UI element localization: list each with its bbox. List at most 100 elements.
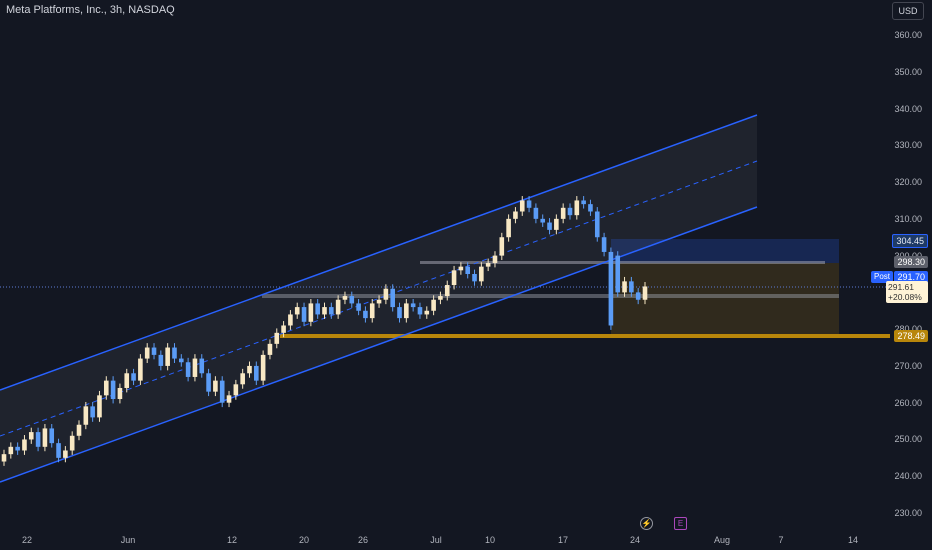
candle-body bbox=[301, 307, 307, 322]
time-tick-label: 24 bbox=[629, 535, 641, 545]
candle-body bbox=[629, 281, 634, 293]
symbol-title[interactable]: Meta Platforms, Inc., 3h, NASDAQ bbox=[6, 4, 175, 16]
candle-body bbox=[178, 358, 184, 363]
candle-body bbox=[199, 358, 205, 374]
candle-body bbox=[417, 307, 423, 315]
price-tick-label: 240.00 bbox=[894, 471, 922, 482]
candle-body bbox=[438, 296, 443, 300]
candle-body bbox=[172, 347, 177, 359]
last-price-value: 291.61 bbox=[888, 282, 914, 292]
candle-body bbox=[540, 218, 546, 223]
level-price-label: 298.30 bbox=[894, 256, 928, 268]
candle-body bbox=[35, 432, 41, 447]
candle-body bbox=[431, 299, 436, 311]
channel-lower-line bbox=[0, 206, 758, 483]
candle-body bbox=[622, 281, 627, 293]
candle-body bbox=[83, 406, 89, 425]
candle-body bbox=[424, 310, 430, 315]
candle-body bbox=[404, 303, 409, 319]
candle-body bbox=[642, 286, 648, 300]
prior-level-line bbox=[262, 294, 839, 298]
time-tick-label: 14 bbox=[847, 535, 859, 545]
upper-projection-box bbox=[611, 239, 839, 263]
price-tick-label: 260.00 bbox=[894, 397, 922, 408]
time-tick-label: 20 bbox=[298, 535, 310, 545]
time-tick-label: 12 bbox=[226, 535, 238, 545]
candle-body bbox=[444, 285, 450, 297]
candle-body bbox=[472, 274, 477, 282]
candle-body bbox=[410, 303, 416, 308]
post-market-price-label: 291.70 bbox=[894, 271, 928, 283]
price-chart[interactable] bbox=[0, 0, 890, 530]
candle-body bbox=[110, 380, 116, 400]
time-tick-label: 17 bbox=[557, 535, 569, 545]
price-tick-label: 340.00 bbox=[894, 103, 922, 114]
price-tick-label: 230.00 bbox=[894, 508, 922, 518]
candle-body bbox=[158, 354, 164, 366]
candle-body bbox=[260, 354, 266, 381]
candle-body bbox=[608, 251, 614, 326]
candle-body bbox=[390, 288, 395, 308]
currency-button[interactable]: USD bbox=[892, 2, 924, 20]
candle-body bbox=[90, 406, 95, 418]
candle-body bbox=[15, 446, 20, 451]
candle-body bbox=[451, 270, 457, 286]
candle-body bbox=[144, 347, 150, 359]
candle-body bbox=[42, 428, 48, 447]
candle-body bbox=[138, 358, 143, 381]
candle-body bbox=[554, 218, 559, 230]
candle-body bbox=[635, 292, 641, 300]
candle-body bbox=[213, 380, 218, 392]
candle-body bbox=[363, 310, 368, 319]
candle-body bbox=[560, 207, 566, 219]
candle-body bbox=[240, 373, 245, 385]
post-market-tag: Post bbox=[871, 271, 894, 283]
time-tick-label: 10 bbox=[484, 535, 496, 545]
price-tick-label: 360.00 bbox=[894, 30, 922, 40]
candle-body bbox=[63, 450, 68, 458]
support-price-label: 278.49 bbox=[894, 330, 928, 342]
time-axis[interactable]: 22 Jun 12 20 26 Jul 10 17 24 Aug 7 14 bbox=[0, 530, 890, 550]
price-tick-label: 250.00 bbox=[894, 434, 922, 445]
price-tick-label: 280.00 bbox=[894, 324, 922, 334]
candle-body bbox=[465, 266, 471, 274]
earnings-icon[interactable]: E bbox=[674, 517, 687, 530]
price-tick-label: 350.00 bbox=[894, 66, 922, 77]
candle-body bbox=[615, 255, 621, 293]
candle-body bbox=[547, 222, 552, 230]
candle-body bbox=[376, 299, 382, 304]
candle-body bbox=[499, 237, 505, 256]
price-tick-label: 270.00 bbox=[894, 360, 922, 371]
candle-body bbox=[315, 303, 320, 315]
candle-body bbox=[274, 332, 280, 344]
channel-fill bbox=[0, 115, 757, 482]
channel-upper-line bbox=[0, 114, 758, 391]
candle-body bbox=[574, 200, 580, 216]
candle-body bbox=[533, 207, 539, 219]
price-tick-label: 300.00 bbox=[894, 251, 922, 261]
candle-body bbox=[485, 262, 491, 267]
candle-body bbox=[206, 373, 211, 392]
candle-body bbox=[1, 454, 7, 462]
candle-body bbox=[288, 314, 293, 326]
candle-body bbox=[49, 428, 55, 444]
upper-box-price-label: 304.45 bbox=[892, 234, 928, 248]
candle-body bbox=[254, 365, 259, 381]
time-tick-label: 22 bbox=[21, 535, 33, 545]
candle-body bbox=[219, 380, 225, 403]
candle-body bbox=[69, 435, 75, 451]
candle-body bbox=[458, 266, 464, 271]
candle-body bbox=[267, 343, 273, 355]
candle-body bbox=[233, 384, 239, 396]
candle-body bbox=[97, 395, 102, 418]
candle-body bbox=[294, 307, 300, 315]
price-tick-label: 320.00 bbox=[894, 177, 922, 188]
candle-body bbox=[506, 218, 511, 238]
candle-body bbox=[76, 424, 82, 436]
chart-area[interactable] bbox=[0, 0, 890, 530]
candle-body bbox=[601, 237, 607, 252]
candle-body bbox=[492, 255, 498, 263]
candle-body bbox=[322, 307, 327, 315]
dividend-icon[interactable]: ⚡ bbox=[640, 517, 653, 530]
candle-body bbox=[226, 395, 232, 403]
